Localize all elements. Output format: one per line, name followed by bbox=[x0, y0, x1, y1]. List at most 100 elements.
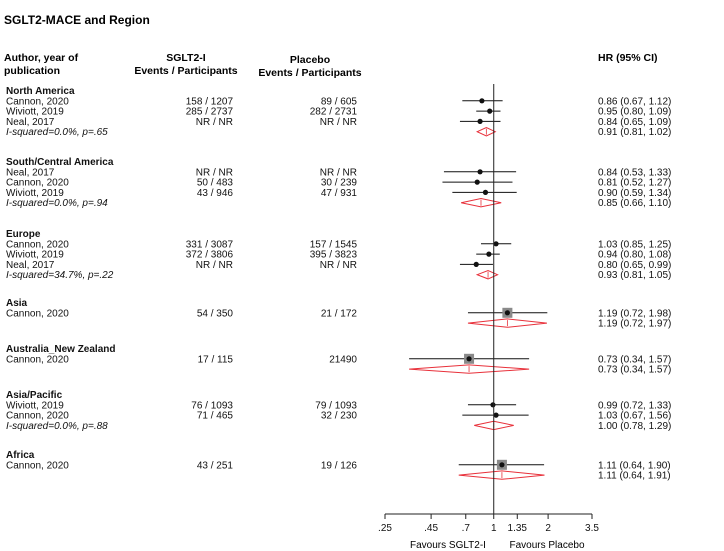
hr-value: 1.03 (0.85, 1.25) bbox=[598, 239, 671, 250]
pooled-hr-value: 1.00 (0.78, 1.29) bbox=[598, 421, 671, 432]
sglt2-events: 17 / 115 bbox=[198, 354, 234, 365]
point-estimate bbox=[486, 251, 492, 257]
heterogeneity-stat: I-squared=0.0%, p=.88 bbox=[6, 421, 108, 432]
study-name: Neal, 2017 bbox=[6, 117, 55, 128]
column-header-placebo: Placebo Events / Participants bbox=[258, 54, 361, 79]
column-header-sglt2-line2: Events / Participants bbox=[134, 65, 237, 77]
point-estimate bbox=[493, 412, 499, 418]
placebo-events: 21490 bbox=[329, 354, 357, 365]
sglt2-events: 372 / 3806 bbox=[186, 250, 234, 261]
placebo-events: 30 / 239 bbox=[321, 178, 358, 189]
study-name: Neal, 2017 bbox=[6, 260, 55, 271]
placebo-events: 89 / 605 bbox=[321, 96, 358, 107]
hr-value: 0.84 (0.65, 1.09) bbox=[598, 117, 671, 128]
hr-value: 0.99 (0.72, 1.33) bbox=[598, 400, 671, 411]
point-estimate bbox=[487, 108, 493, 114]
placebo-events: 47 / 931 bbox=[321, 188, 358, 199]
study-name: Wiviott, 2019 bbox=[6, 400, 64, 411]
column-header-study: Author, year of publication bbox=[4, 52, 79, 77]
point-estimate bbox=[477, 169, 483, 175]
placebo-events: NR / NR bbox=[320, 167, 357, 178]
pooled-diamond bbox=[461, 197, 502, 208]
x-tick-label: .45 bbox=[424, 523, 438, 534]
hr-value: 0.95 (0.80, 1.09) bbox=[598, 107, 671, 118]
pooled-diamond bbox=[474, 420, 514, 431]
column-header-placebo-line2: Events / Participants bbox=[258, 67, 361, 79]
pooled-diamond bbox=[475, 269, 499, 280]
placebo-events: 32 / 230 bbox=[321, 411, 358, 422]
hr-value: 1.11 (0.64, 1.90) bbox=[598, 460, 671, 471]
group-header: Africa bbox=[6, 450, 35, 461]
point-estimate bbox=[474, 179, 480, 185]
study-rows: North America Cannon, 2020 158 / 1207 89 / … bbox=[6, 86, 671, 482]
pooled-diamond bbox=[409, 364, 530, 374]
column-header-study-line1: Author, year of bbox=[4, 52, 79, 64]
sglt2-events: NR / NR bbox=[196, 260, 233, 271]
group-header: North America bbox=[6, 86, 75, 97]
placebo-events: 395 / 3823 bbox=[310, 250, 358, 261]
column-header-study-line2: publication bbox=[4, 65, 60, 77]
sglt2-events: 43 / 946 bbox=[197, 188, 234, 199]
placebo-events: 79 / 1093 bbox=[315, 400, 357, 411]
x-tick-label: 1.35 bbox=[508, 523, 528, 534]
placebo-events: 157 / 1545 bbox=[310, 239, 358, 250]
placebo-events: 21 / 172 bbox=[321, 308, 358, 319]
point-estimate bbox=[466, 356, 472, 362]
sglt2-events: 54 / 350 bbox=[197, 308, 234, 319]
heterogeneity-stat: I-squared=0.0%, p=.65 bbox=[6, 127, 108, 138]
sglt2-events: 158 / 1207 bbox=[186, 96, 234, 107]
point-estimate bbox=[482, 189, 489, 195]
placebo-events: NR / NR bbox=[320, 260, 357, 271]
hr-value: 1.19 (0.72, 1.98) bbox=[598, 308, 671, 319]
point-estimate bbox=[477, 118, 483, 124]
heterogeneity-stat: I-squared=34.7%, p=.22 bbox=[6, 270, 114, 281]
chart-title: SGLT2-MACE and Region bbox=[4, 13, 150, 27]
forest-marks bbox=[409, 84, 548, 514]
study-name: Neal, 2017 bbox=[6, 167, 55, 178]
sglt2-events: 331 / 3087 bbox=[186, 239, 234, 250]
study-name: Cannon, 2020 bbox=[6, 411, 69, 422]
sglt2-events: 50 / 483 bbox=[197, 178, 234, 189]
hr-value: 0.90 (0.59, 1.34) bbox=[598, 188, 671, 199]
study-name: Cannon, 2020 bbox=[6, 460, 69, 471]
study-name: Cannon, 2020 bbox=[6, 308, 69, 319]
point-estimate bbox=[490, 402, 496, 408]
pooled-hr-value: 0.91 (0.81, 1.02) bbox=[598, 127, 671, 138]
x-tick-label: 3.5 bbox=[585, 523, 599, 534]
study-name: Wiviott, 2019 bbox=[6, 188, 64, 199]
study-name: Cannon, 2020 bbox=[6, 178, 69, 189]
x-tick-label: .25 bbox=[378, 523, 392, 534]
x-tick-label: 1 bbox=[491, 523, 497, 534]
hr-value: 0.80 (0.65, 0.99) bbox=[598, 260, 671, 271]
heterogeneity-stat: I-squared=0.0%, p=.94 bbox=[6, 198, 108, 209]
hr-value: 0.84 (0.53, 1.33) bbox=[598, 167, 671, 178]
pooled-hr-value: 1.11 (0.64, 1.91) bbox=[598, 471, 671, 482]
point-estimate bbox=[493, 241, 499, 247]
hr-value: 0.94 (0.80, 1.08) bbox=[598, 250, 671, 261]
favours-right-label: Favours Placebo bbox=[509, 540, 584, 551]
hr-value: 0.73 (0.34, 1.57) bbox=[598, 354, 671, 365]
point-estimate bbox=[504, 310, 510, 316]
point-estimate bbox=[479, 98, 485, 104]
point-estimate bbox=[473, 261, 479, 267]
group-header: Europe bbox=[6, 229, 41, 240]
sglt2-events: 76 / 1093 bbox=[191, 400, 233, 411]
placebo-events: 19 / 126 bbox=[321, 460, 358, 471]
sglt2-events: 43 / 251 bbox=[197, 460, 234, 471]
study-name: Wiviott, 2019 bbox=[6, 107, 64, 118]
pooled-hr-value: 0.85 (0.66, 1.10) bbox=[598, 198, 671, 209]
sglt2-events: 285 / 2737 bbox=[186, 107, 234, 118]
pooled-hr-value: 0.73 (0.34, 1.57) bbox=[598, 365, 671, 376]
study-name: Cannon, 2020 bbox=[6, 354, 69, 365]
favours-left-label: Favours SGLT2-I bbox=[410, 540, 486, 551]
x-tick-label: 2 bbox=[545, 523, 551, 534]
column-header-placebo-line1: Placebo bbox=[290, 54, 330, 66]
column-header-hr: HR (95% CI) bbox=[598, 52, 658, 64]
placebo-events: NR / NR bbox=[320, 117, 357, 128]
group-header: Australia_New Zealand bbox=[6, 344, 115, 355]
hr-value: 0.81 (0.52, 1.27) bbox=[598, 178, 671, 189]
x-tick-label: .7 bbox=[462, 523, 471, 534]
sglt2-events: NR / NR bbox=[196, 117, 233, 128]
hr-value: 0.86 (0.67, 1.12) bbox=[598, 96, 671, 107]
